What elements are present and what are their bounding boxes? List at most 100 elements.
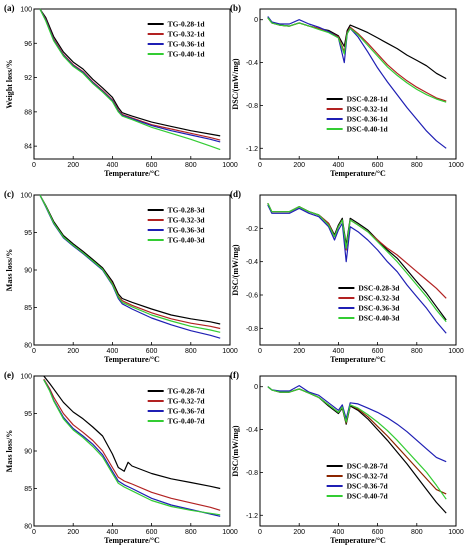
series-line-3 xyxy=(43,379,221,517)
x-tick-label: 1000 xyxy=(222,529,238,536)
chart-panel-6: 0 200 400 600 800 1000 -1.2 -0.8 -0.4 0 Temperatur… xyxy=(230,370,464,545)
legend-entry: DSC-0.32-3d xyxy=(358,294,400,303)
legend-entry: DSC-0.32-1d xyxy=(347,105,389,114)
legend-entry: TG-0.40-3d xyxy=(168,236,206,245)
y-axis-label: DSC/(mW/mg) xyxy=(231,425,240,476)
plot-frame xyxy=(259,194,457,346)
panel-label: (a) xyxy=(4,3,15,13)
chart-panel-4: 0 200 400 600 800 1000 -0.8 -0.6 -0.4 -0.2 Tempera… xyxy=(230,189,464,364)
x-tick-label: 0 xyxy=(258,348,262,355)
y-tick-label: -0.8 xyxy=(246,470,258,477)
x-axis-label: Temperature/°C xyxy=(330,355,386,364)
series-line-4 xyxy=(39,194,221,333)
legend-entry: DSC-0.40-7d xyxy=(347,492,389,501)
y-tick-label: -1.2 xyxy=(246,513,258,520)
series-line-3 xyxy=(267,385,447,463)
series-line-4 xyxy=(267,386,447,500)
x-axis-label: Temperature/°C xyxy=(104,536,160,545)
series-line-1 xyxy=(267,203,447,321)
x-tick-label: 0 xyxy=(32,348,36,355)
legend-entry: DSC-0.40-1d xyxy=(347,125,389,134)
x-axis-label: Temperature/°C xyxy=(330,536,386,545)
series-line-4 xyxy=(267,203,447,323)
y-tick-label: 96 xyxy=(24,41,32,48)
y-axis-label: DSC/(mW/mg) xyxy=(231,244,240,295)
y-tick-label: 85 xyxy=(24,305,32,312)
legend-entry: TG-0.36-1d xyxy=(168,40,206,49)
legend-entry: TG-0.32-3d xyxy=(168,216,206,225)
y-tick-label: 100 xyxy=(20,7,32,14)
series-line-1 xyxy=(43,375,221,490)
x-tick-label: 800 xyxy=(185,162,197,169)
panel-label: (f) xyxy=(230,370,239,380)
panel-label: (d) xyxy=(230,189,241,199)
x-tick-label: 1000 xyxy=(448,529,464,536)
x-tick-label: 0 xyxy=(258,162,262,169)
y-axis-label: DSC/(mW/mg) xyxy=(231,58,240,109)
y-tick-label: -0.6 xyxy=(246,293,258,300)
y-tick-label: 0 xyxy=(254,17,258,24)
x-tick-label: 800 xyxy=(411,348,423,355)
y-tick-label: 100 xyxy=(20,193,32,200)
y-tick-label: -0.2 xyxy=(246,226,258,233)
x-tick-label: 1000 xyxy=(222,348,238,355)
legend-entry: TG-0.40-1d xyxy=(168,50,206,59)
series-line-2 xyxy=(43,378,221,511)
y-tick-label: 85 xyxy=(24,486,32,493)
series-line-4 xyxy=(39,8,221,151)
legend-entry: DSC-0.36-3d xyxy=(358,304,400,313)
y-tick-label: 88 xyxy=(24,109,32,116)
y-tick-label: -0.8 xyxy=(246,103,258,110)
x-tick-label: 200 xyxy=(293,162,305,169)
series-line-3 xyxy=(267,204,447,334)
x-tick-label: 1000 xyxy=(448,348,464,355)
y-tick-label: 95 xyxy=(24,411,32,418)
legend-entry: TG-0.36-7d xyxy=(168,407,206,416)
x-tick-label: 200 xyxy=(67,529,79,536)
y-tick-label: -1.2 xyxy=(246,146,258,153)
x-tick-label: 200 xyxy=(293,348,305,355)
y-tick-label: 95 xyxy=(24,230,32,237)
legend-entry: DSC-0.36-1d xyxy=(347,115,389,124)
x-tick-label: 1000 xyxy=(448,162,464,169)
legend-entry: DSC-0.28-3d xyxy=(358,284,400,293)
y-tick-label: 80 xyxy=(24,343,32,350)
x-tick-label: 800 xyxy=(411,162,423,169)
plot-frame xyxy=(259,375,457,527)
series-line-1 xyxy=(39,8,221,137)
x-tick-label: 1000 xyxy=(222,162,238,169)
x-tick-label: 800 xyxy=(411,529,423,536)
x-tick-label: 800 xyxy=(185,529,197,536)
x-tick-label: 400 xyxy=(107,162,119,169)
legend-entry: DSC-0.28-1d xyxy=(347,95,389,104)
y-tick-label: 0 xyxy=(254,384,258,391)
x-tick-label: 400 xyxy=(107,529,119,536)
legend-entry: DSC-0.32-7d xyxy=(347,472,389,481)
x-tick-label: 0 xyxy=(32,162,36,169)
panel-label: (e) xyxy=(4,370,14,380)
legend-entry: TG-0.36-3d xyxy=(168,226,206,235)
x-tick-label: 400 xyxy=(107,348,119,355)
y-tick-label: 100 xyxy=(20,374,32,381)
x-tick-label: 800 xyxy=(185,348,197,355)
series-line-1 xyxy=(267,17,447,80)
x-tick-label: 600 xyxy=(146,529,158,536)
y-tick-label: 80 xyxy=(24,524,32,531)
series-line-4 xyxy=(267,17,447,103)
y-tick-label: 90 xyxy=(24,449,32,456)
y-axis-label: Mass loss/% xyxy=(5,430,14,472)
y-tick-label: -0.8 xyxy=(246,326,258,333)
chart-panel-2: 0 200 400 600 800 1000 -1.2 -0.8 -0.4 0 Temperatur… xyxy=(230,3,464,178)
x-tick-label: 400 xyxy=(333,529,345,536)
x-tick-label: 600 xyxy=(372,348,384,355)
series-line-4 xyxy=(43,379,221,516)
x-tick-label: 400 xyxy=(333,348,345,355)
legend-entry: TG-0.32-7d xyxy=(168,397,206,406)
x-tick-label: 200 xyxy=(67,162,79,169)
y-tick-label: -0.4 xyxy=(246,259,258,266)
x-tick-label: 0 xyxy=(32,529,36,536)
legend-entry: TG-0.28-7d xyxy=(168,387,206,396)
x-axis-label: Temperature/°C xyxy=(104,355,160,364)
x-tick-label: 200 xyxy=(67,348,79,355)
